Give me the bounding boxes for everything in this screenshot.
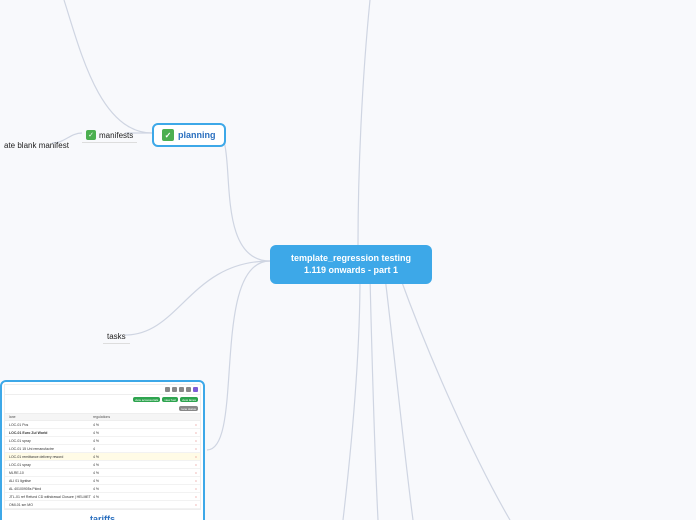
- table-row: LOC-01 Euro Zul World4 %•: [5, 429, 200, 437]
- thumb-topbar: [5, 385, 200, 395]
- check-icon: ✓: [86, 130, 96, 140]
- purple-icon: [193, 387, 198, 392]
- tariffs-node[interactable]: view accessorialsview fuelview lanes lan…: [0, 380, 205, 520]
- center-label: template_regression testing 1.119 onward…: [291, 253, 411, 275]
- thumb-rows: LOC-01 Pos4 %•LOC-01 Euro Zul World4 %•L…: [5, 421, 200, 509]
- edit-icon: [165, 387, 170, 392]
- thumb-sidepill-row: lane status: [5, 404, 200, 413]
- col-lane: lane: [5, 414, 91, 420]
- thumb-button: view lanes: [180, 397, 198, 402]
- planning-label: planning: [178, 130, 216, 140]
- table-row: OMI-01 sm MO•: [5, 501, 200, 509]
- thumb-button: view fuel: [162, 397, 178, 402]
- table-row: LOC-01 Pos4 %•: [5, 421, 200, 429]
- pin-icon: [172, 387, 177, 392]
- flag-icon: [179, 387, 184, 392]
- table-row: LOC-01 remittance delivery reword4 %•: [5, 453, 200, 461]
- lane-status-pill: lane status: [179, 406, 198, 411]
- table-row: MLRE-104 %•: [5, 469, 200, 477]
- planning-node[interactable]: ✓ planning: [152, 123, 226, 147]
- thumb-buttons: view accessorialsview fuelview lanes: [5, 395, 200, 404]
- table-row: LOC-01 15 Uni remanufactre4•: [5, 445, 200, 453]
- blank-manifest-label: ate blank manifest: [4, 141, 69, 150]
- col-regulations: regulations: [91, 414, 200, 420]
- table-row: LOC-01 spray4 %•: [5, 437, 200, 445]
- table-row: AL 40100905s Pkind4 %•: [5, 485, 200, 493]
- tasks-node[interactable]: tasks: [103, 330, 130, 344]
- blank-manifest-node[interactable]: ate blank manifest: [0, 139, 73, 152]
- thumb-header: lane regulations: [5, 413, 200, 421]
- center-node[interactable]: template_regression testing 1.119 onward…: [270, 245, 432, 284]
- manifests-node[interactable]: ✓ manifests: [82, 128, 137, 143]
- thumb-button: view accessorials: [133, 397, 160, 402]
- check-icon: ✓: [162, 129, 174, 141]
- table-row: ALI 01 ligntise4 %•: [5, 477, 200, 485]
- table-row: JTL-01 ref Refund CD withdrawal Closure …: [5, 493, 200, 501]
- tariffs-thumbnail: view accessorialsview fuelview lanes lan…: [4, 384, 201, 510]
- list-icon: [186, 387, 191, 392]
- table-row: LOC-01 spray4 %•: [5, 461, 200, 469]
- tariffs-caption: tariffs: [4, 510, 201, 520]
- tasks-label: tasks: [107, 332, 126, 341]
- manifests-label: manifests: [99, 131, 133, 140]
